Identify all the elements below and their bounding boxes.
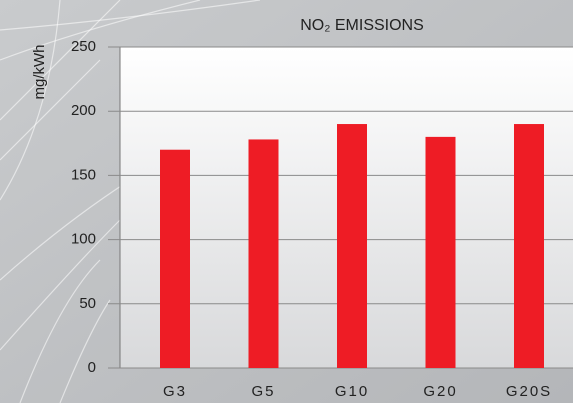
- x-tick-label: G5: [251, 383, 275, 400]
- y-tick-label: 200: [71, 102, 96, 119]
- y-tick-label: 100: [71, 231, 96, 248]
- y-tick-label: 150: [71, 166, 96, 183]
- y-tick-label: 0: [88, 359, 96, 376]
- bar: [514, 124, 544, 368]
- bar: [160, 149, 190, 368]
- bar: [425, 136, 456, 368]
- y-tick-label: 250: [71, 38, 96, 55]
- chart-title: NO₂ EMISSIONS: [300, 17, 424, 34]
- x-tick-label: G3: [163, 383, 187, 400]
- y-axis-label: mg/kWh: [31, 44, 48, 99]
- x-tick-label: G20S: [506, 383, 552, 400]
- y-tick-label: 50: [79, 295, 96, 312]
- bar: [248, 139, 279, 368]
- decor-lines: [0, 0, 261, 403]
- bar: [337, 124, 367, 368]
- x-tick-label: G20: [423, 383, 457, 400]
- x-tick-label: G10: [335, 383, 369, 400]
